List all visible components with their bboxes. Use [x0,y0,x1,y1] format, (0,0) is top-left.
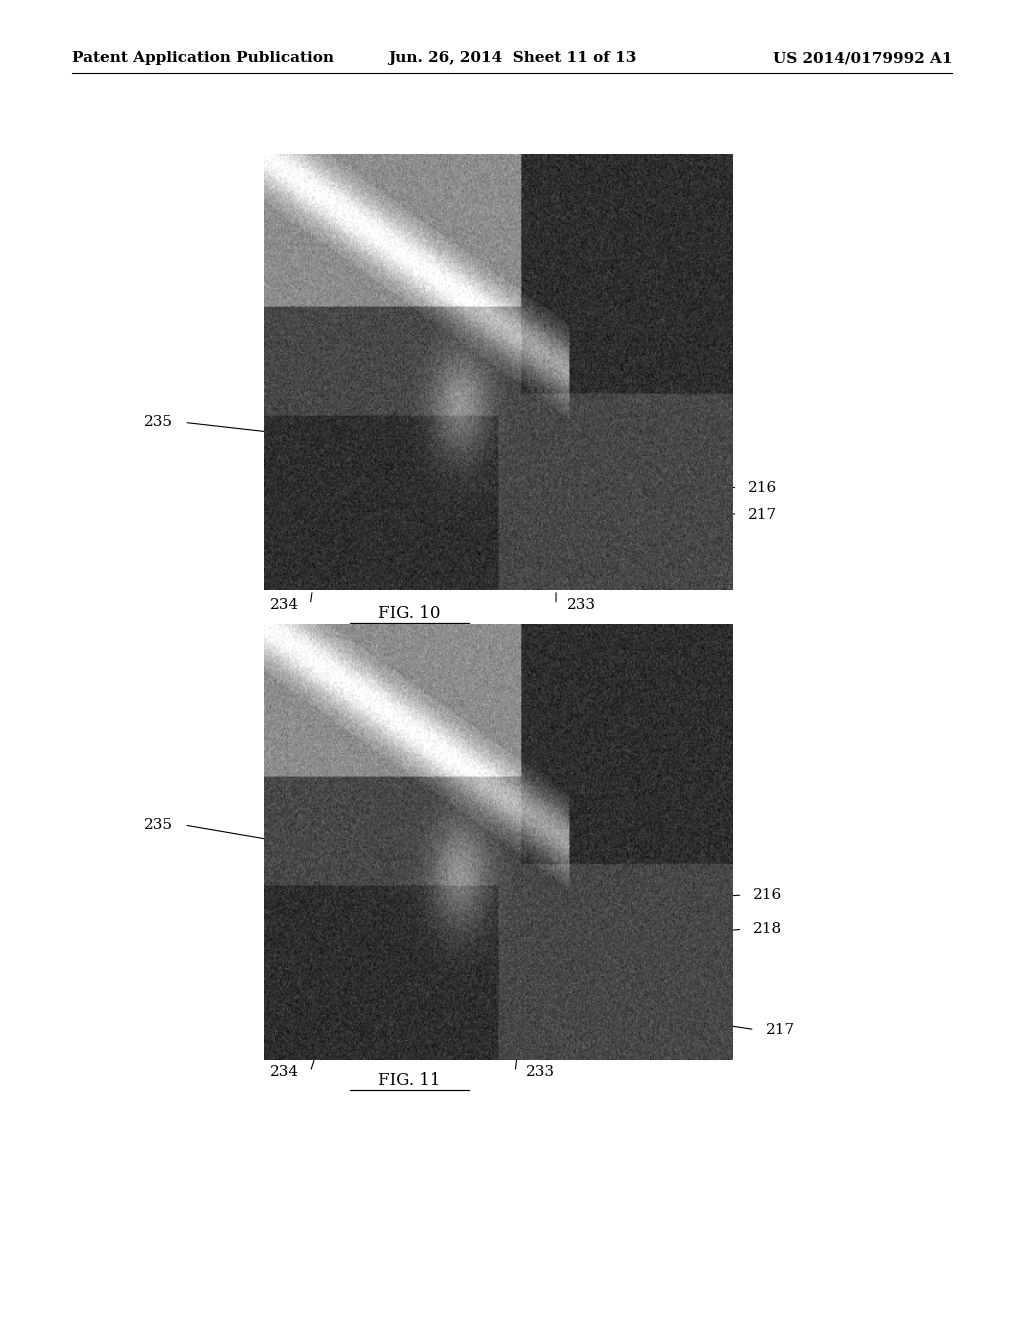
Text: 235: 235 [144,416,173,429]
Text: 233: 233 [567,598,596,611]
Text: 216: 216 [749,482,777,495]
Text: 217: 217 [766,1023,795,1036]
Text: FIG. 11: FIG. 11 [378,1072,441,1089]
Text: 217: 217 [749,508,777,521]
Text: 216: 216 [754,888,782,902]
Text: US 2014/0179992 A1: US 2014/0179992 A1 [773,51,952,65]
Text: 234: 234 [270,598,299,611]
Text: 235: 235 [144,818,173,832]
Text: 233: 233 [526,1065,555,1078]
Text: Patent Application Publication: Patent Application Publication [72,51,334,65]
Text: 218: 218 [754,923,782,936]
Text: 234: 234 [270,1065,299,1078]
Text: Jun. 26, 2014  Sheet 11 of 13: Jun. 26, 2014 Sheet 11 of 13 [388,51,636,65]
Text: FIG. 10: FIG. 10 [378,605,441,622]
